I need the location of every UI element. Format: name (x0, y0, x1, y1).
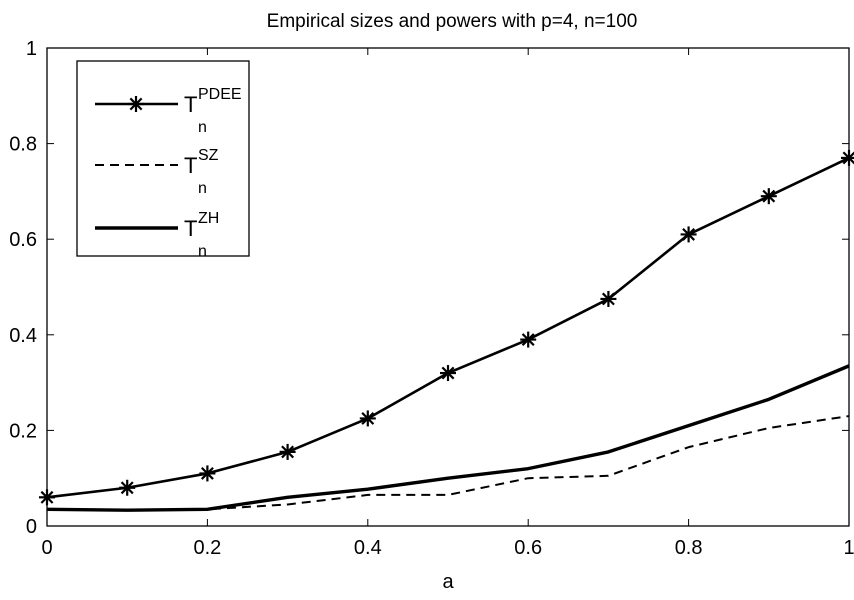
x-tick-label: 1 (843, 537, 854, 559)
series-line-2 (46, 415, 850, 512)
series-1-point (600, 290, 617, 307)
legend-label-sup: ZH (198, 210, 219, 227)
legend-entry-3: T ZH n (95, 210, 219, 260)
legend-label-sub: n (198, 243, 207, 260)
series-1-point (841, 149, 854, 166)
legend-label-sub: n (198, 119, 207, 136)
legend-label: T (184, 153, 197, 178)
y-tick-label: 0.8 (9, 134, 37, 156)
x-tick-label: 0 (41, 537, 52, 559)
y-tick-label: 0.6 (9, 229, 37, 251)
x-tick-label: 0.8 (675, 537, 703, 559)
legend-star-icon (128, 96, 144, 112)
x-tick-label: 0.4 (354, 537, 382, 559)
legend-label: T (184, 216, 197, 241)
series-1-point (279, 443, 296, 460)
x-axis-label: a (442, 571, 454, 593)
series-1-point (359, 410, 376, 427)
x-axis: 0 0.2 0.4 0.6 0.8 1 (41, 48, 854, 559)
series-1-point (39, 489, 55, 506)
series-1-point (199, 465, 216, 482)
x-tick-label: 0.6 (514, 537, 542, 559)
y-tick-label: 0.2 (9, 420, 37, 442)
series-1-point (760, 188, 777, 205)
series-layer (39, 149, 854, 512)
legend-entry-2: T SZ n (95, 147, 219, 197)
y-tick-label: 1 (26, 38, 37, 60)
legend-label-sup: PDEE (198, 86, 242, 103)
chart-title: Empirical sizes and powers with p=4, n=1… (267, 11, 638, 32)
y-tick-label: 0.4 (9, 325, 37, 347)
y-tick-label: 0 (26, 516, 37, 538)
legend-label-sub: n (198, 180, 207, 197)
series-line-3 (46, 364, 850, 512)
series-1-point (680, 226, 697, 243)
x-tick-label: 0.2 (193, 537, 221, 559)
series-1-point (520, 331, 537, 348)
series-1-point (440, 365, 456, 382)
y-axis: 0 0.2 0.4 0.6 0.8 1 (9, 38, 849, 538)
plot-area-frame (46, 47, 850, 527)
legend-box (76, 60, 250, 257)
legend-label: T (184, 92, 197, 117)
legend-entry-1: T PDEE n (95, 86, 242, 136)
series-1-point (119, 479, 136, 496)
legend-label-sup: SZ (198, 147, 219, 164)
